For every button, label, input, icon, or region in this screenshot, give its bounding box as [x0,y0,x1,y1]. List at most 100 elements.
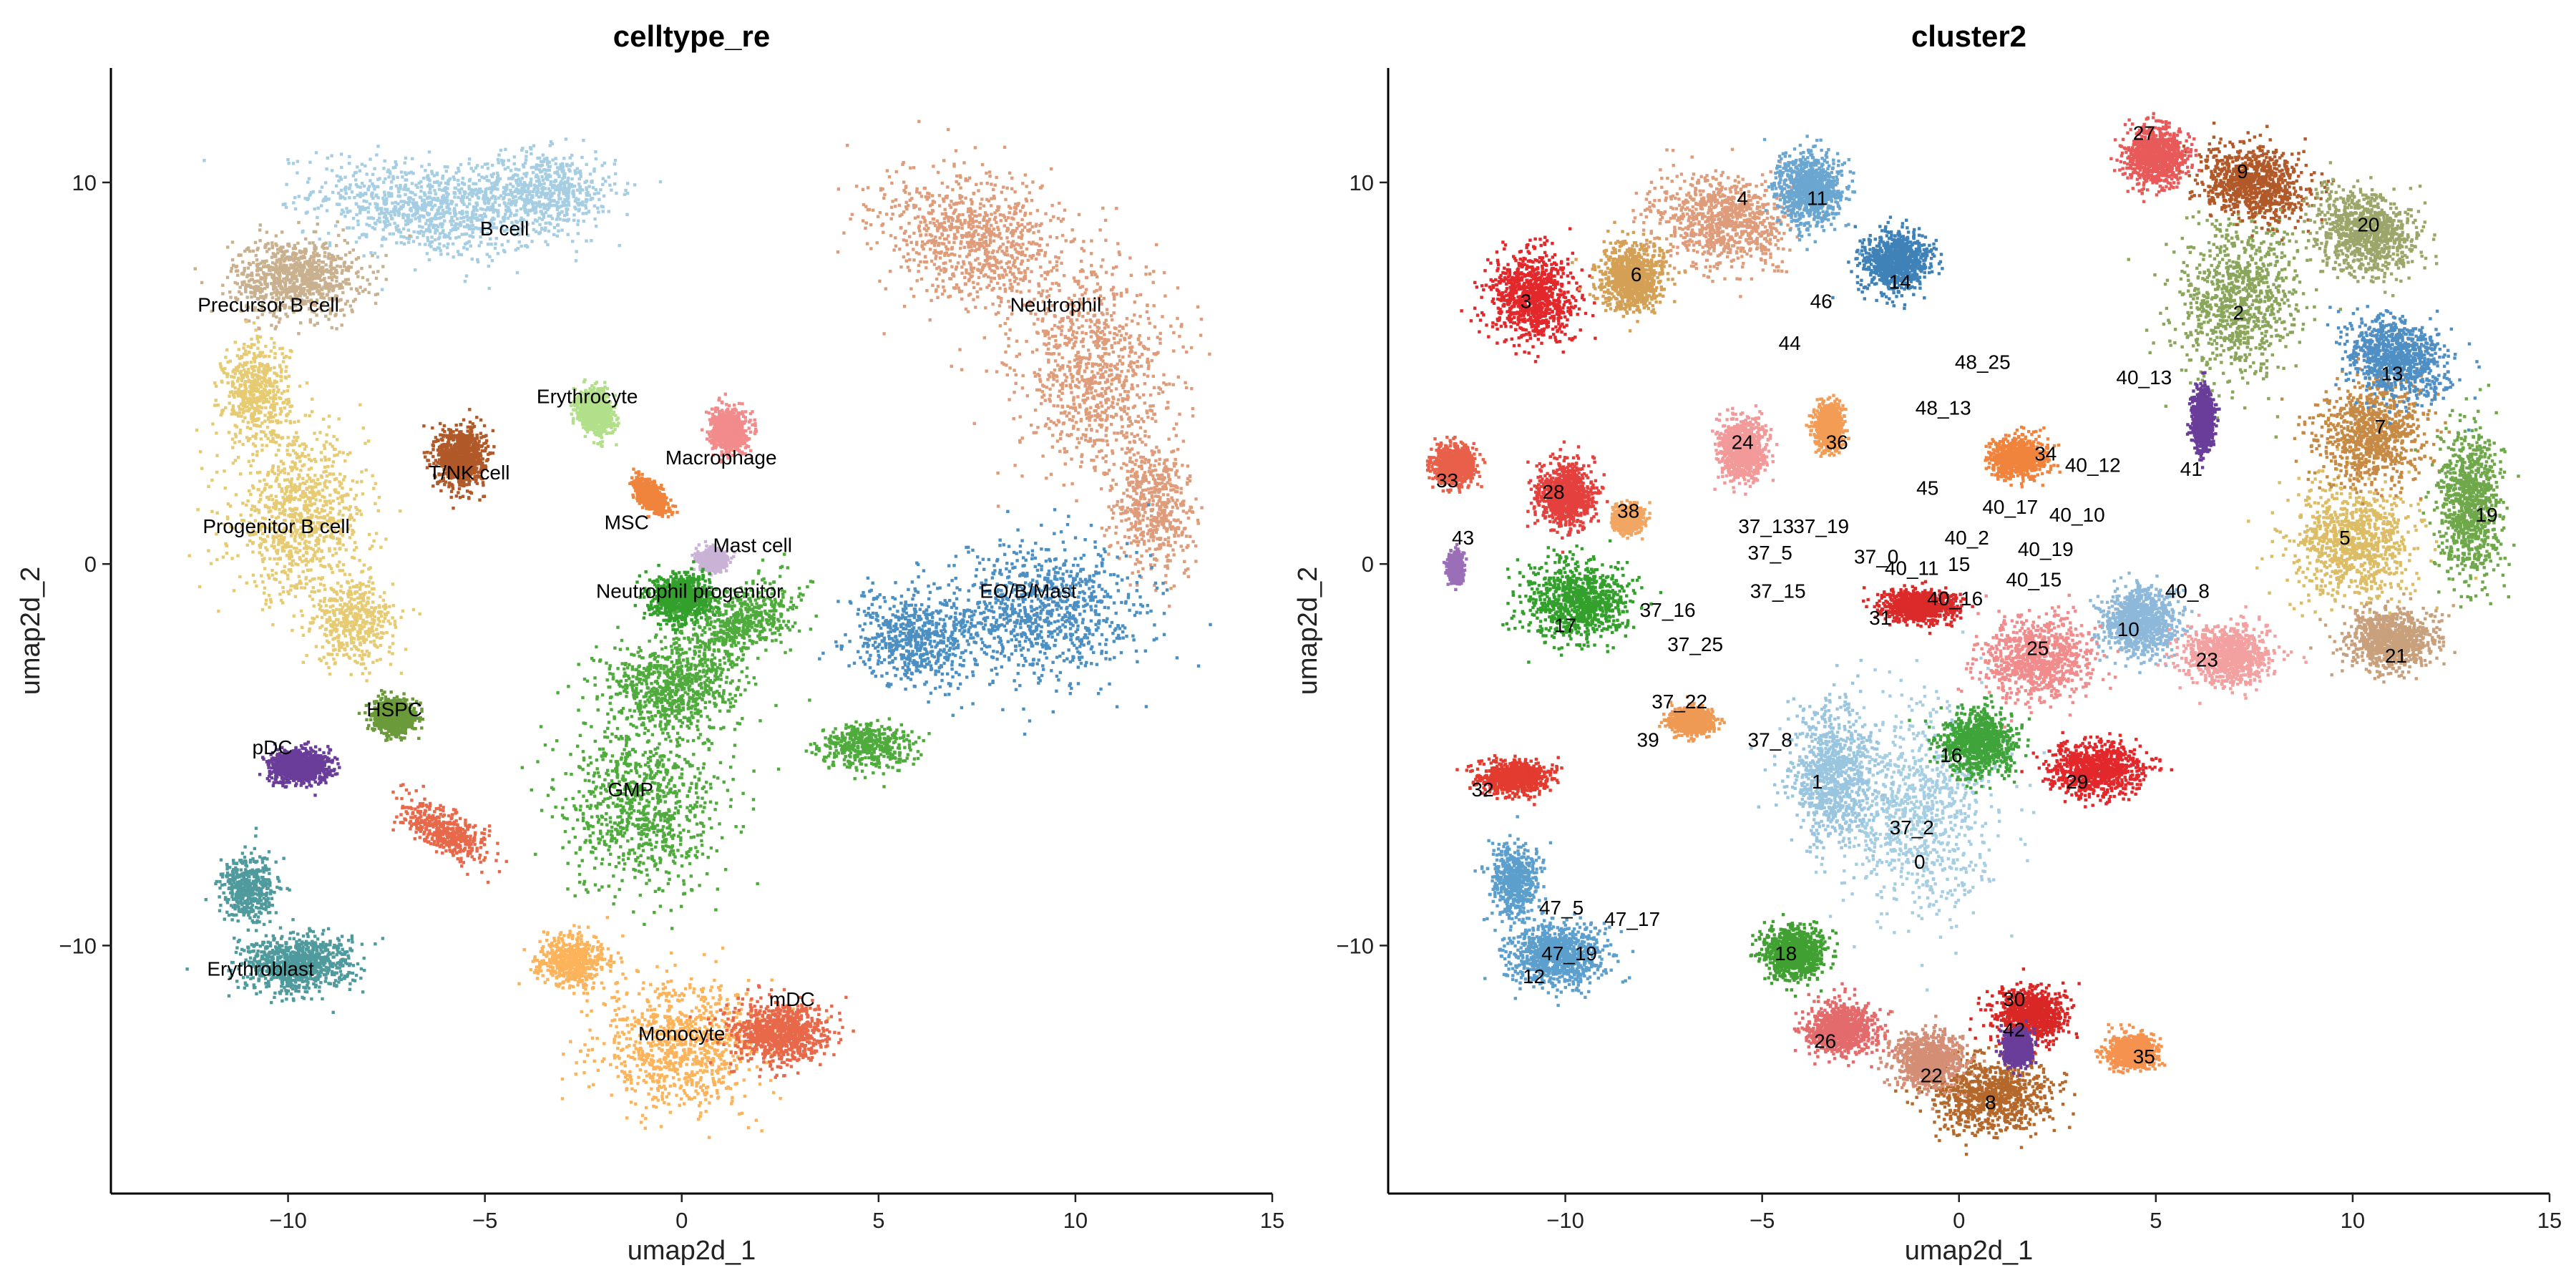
point [505,183,509,187]
point [477,439,481,443]
point [468,420,472,424]
point [532,205,535,208]
point [519,244,523,248]
point [481,216,484,220]
point [384,253,388,258]
point [318,268,323,271]
point [278,580,282,584]
point [277,449,280,452]
point [273,472,277,476]
point [197,585,202,589]
point [317,538,321,542]
point [361,275,365,280]
point [437,212,441,215]
point [437,216,441,220]
point [286,274,289,278]
point [283,280,287,285]
point [278,247,282,250]
point [355,585,358,589]
point [261,401,265,404]
point [358,191,362,195]
point [297,220,301,225]
point [226,372,230,376]
point [300,301,303,306]
point [271,436,275,440]
point [271,466,275,469]
point [263,286,267,291]
point [331,464,334,468]
point [259,385,263,389]
point [304,237,308,241]
point [285,182,288,186]
point [240,309,243,313]
point [275,264,278,268]
point [490,175,494,178]
point [314,151,318,155]
point [537,216,541,220]
point [241,502,245,505]
point [439,181,443,185]
point [310,284,313,288]
point [406,215,410,219]
point [474,201,478,205]
point [344,548,348,552]
point [279,459,283,463]
point [544,172,547,175]
point [524,158,528,162]
point [238,439,241,444]
point [283,478,287,482]
point [296,265,300,269]
point [349,597,353,601]
point [316,215,319,220]
point [419,189,423,193]
point [281,585,285,590]
point [487,187,491,190]
point [306,473,310,477]
point [346,580,349,584]
point [343,175,347,179]
point [237,253,240,258]
point [306,296,309,300]
point [384,214,387,218]
point [447,179,450,183]
point [283,406,286,410]
point [338,283,343,287]
point [484,208,488,212]
point [556,213,560,216]
point [602,161,607,165]
point [344,281,348,285]
point [580,203,585,207]
point [273,577,276,581]
point [567,167,571,172]
point [482,200,487,204]
point [504,189,507,192]
point [353,171,357,175]
point [375,658,379,663]
point [343,302,348,306]
point [517,190,520,194]
point [336,255,340,258]
point [543,205,547,208]
point [485,253,489,256]
point [399,183,402,187]
point [255,288,258,291]
point [328,244,332,248]
point [323,286,327,289]
point [574,259,578,263]
point [266,366,270,370]
point [266,473,270,477]
point [331,653,334,656]
point [235,369,239,372]
point [382,180,386,184]
point [574,172,577,175]
point [470,257,474,261]
point [241,442,245,447]
point [390,180,394,184]
point [327,414,331,418]
point [317,576,321,580]
point [288,507,292,511]
point [613,162,616,166]
point [274,577,278,582]
point [286,256,289,260]
point [253,419,258,422]
